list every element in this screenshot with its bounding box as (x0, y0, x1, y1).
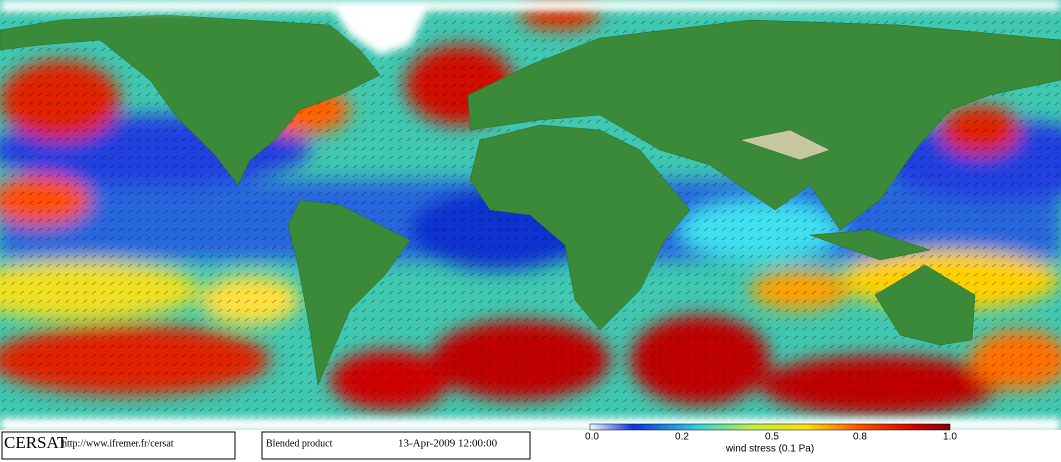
url: http://www.ifremer.fr/cersat (62, 438, 174, 449)
colorbar-tick-label: 1.0 (943, 432, 957, 443)
colorbar-tick-label: 0.8 (853, 432, 867, 443)
colorbar-tick-label: 0.0 (585, 432, 599, 443)
colorbar-tick-label: 0.5 (765, 432, 779, 443)
datetime: 13-Apr-2009 12:00:00 (398, 438, 498, 450)
info-box (261, 431, 531, 460)
logo-box (1, 431, 236, 460)
logo: CERSAT (4, 433, 68, 452)
colorbar-tick-label: 0.2 (675, 432, 689, 443)
colorbar-ticks: 0.0 0.2 0.5 0.8 1.0 (585, 432, 957, 443)
land (0, 14, 1061, 386)
colorbar (589, 423, 951, 431)
colorbar-label: wind stress (0.1 Pa) (725, 444, 814, 455)
product: Blended product (266, 438, 333, 449)
ocean-field (0, 0, 1061, 430)
